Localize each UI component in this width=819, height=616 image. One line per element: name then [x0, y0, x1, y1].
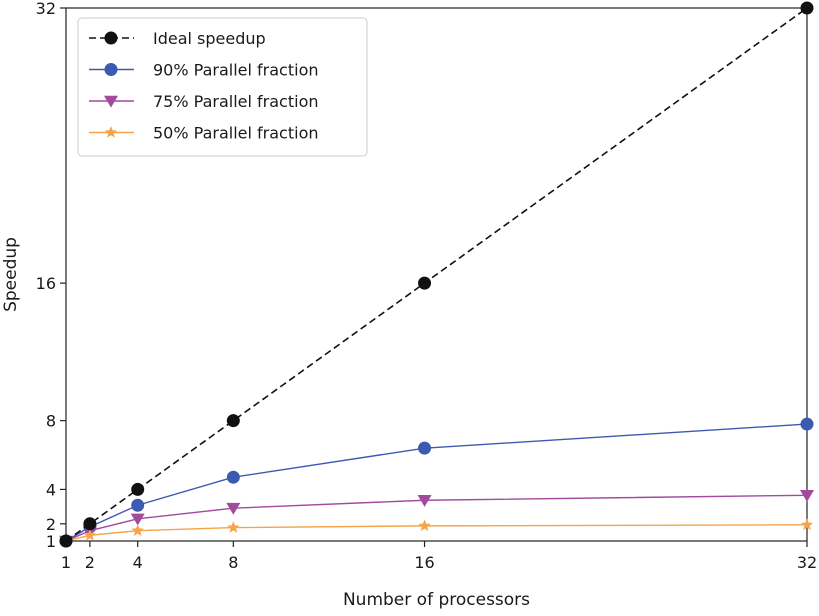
series-0 — [59, 1, 814, 548]
data-point — [59, 534, 73, 548]
data-point — [800, 518, 814, 531]
legend-label: Ideal speedup — [153, 29, 266, 48]
legend-box — [77, 17, 368, 157]
data-point — [226, 502, 241, 515]
plot-frame — [65, 7, 808, 542]
legend-marker — [104, 126, 118, 138]
y-tick-label: 32 — [36, 0, 56, 18]
x-tick-label: 4 — [133, 553, 143, 572]
data-point — [226, 414, 240, 428]
series-line — [65, 524, 808, 542]
data-point — [800, 490, 814, 502]
data-point — [130, 513, 145, 526]
legend-label: 90% Parallel fraction — [153, 61, 319, 80]
series-group — [59, 1, 814, 548]
data-point — [83, 517, 97, 531]
y-tick-label: 16 — [36, 274, 56, 293]
legend-marker — [104, 95, 118, 108]
legend-label: 75% Parallel fraction — [153, 92, 319, 111]
x-tick-label: 32 — [797, 553, 817, 572]
data-point — [131, 524, 144, 536]
x-axis-label: Number of processors — [343, 590, 530, 610]
y-axis-label: Speedup — [1, 237, 21, 312]
data-point — [83, 528, 97, 541]
data-point — [800, 1, 814, 15]
series-1 — [59, 417, 814, 548]
data-point — [226, 470, 240, 484]
x-tick-label: 1 — [61, 553, 71, 572]
data-point — [418, 519, 431, 532]
series-3 — [59, 518, 814, 547]
x-tick-label: 16 — [414, 553, 434, 572]
data-point — [418, 441, 432, 455]
series-2 — [59, 490, 814, 548]
legend: Ideal speedup 90% Parallel fraction 75% Pa… — [77, 17, 368, 157]
x-tick-label: 8 — [228, 553, 238, 572]
legend-marker — [104, 63, 118, 76]
data-point — [417, 495, 432, 507]
y-tick-label: 8 — [46, 412, 56, 431]
y-tick-label: 2 — [46, 515, 56, 534]
data-point — [418, 276, 432, 290]
data-point — [131, 498, 145, 512]
y-tick-label: 1 — [46, 532, 56, 551]
legend-label: 50% Parallel fraction — [153, 124, 319, 143]
data-point — [227, 521, 240, 533]
data-point — [800, 417, 814, 431]
series-line — [65, 423, 808, 542]
legend-marker — [104, 31, 118, 45]
data-point — [131, 482, 145, 496]
y-tick-label: 4 — [46, 480, 56, 499]
x-tick-label: 2 — [85, 553, 95, 572]
series-line — [65, 494, 808, 542]
